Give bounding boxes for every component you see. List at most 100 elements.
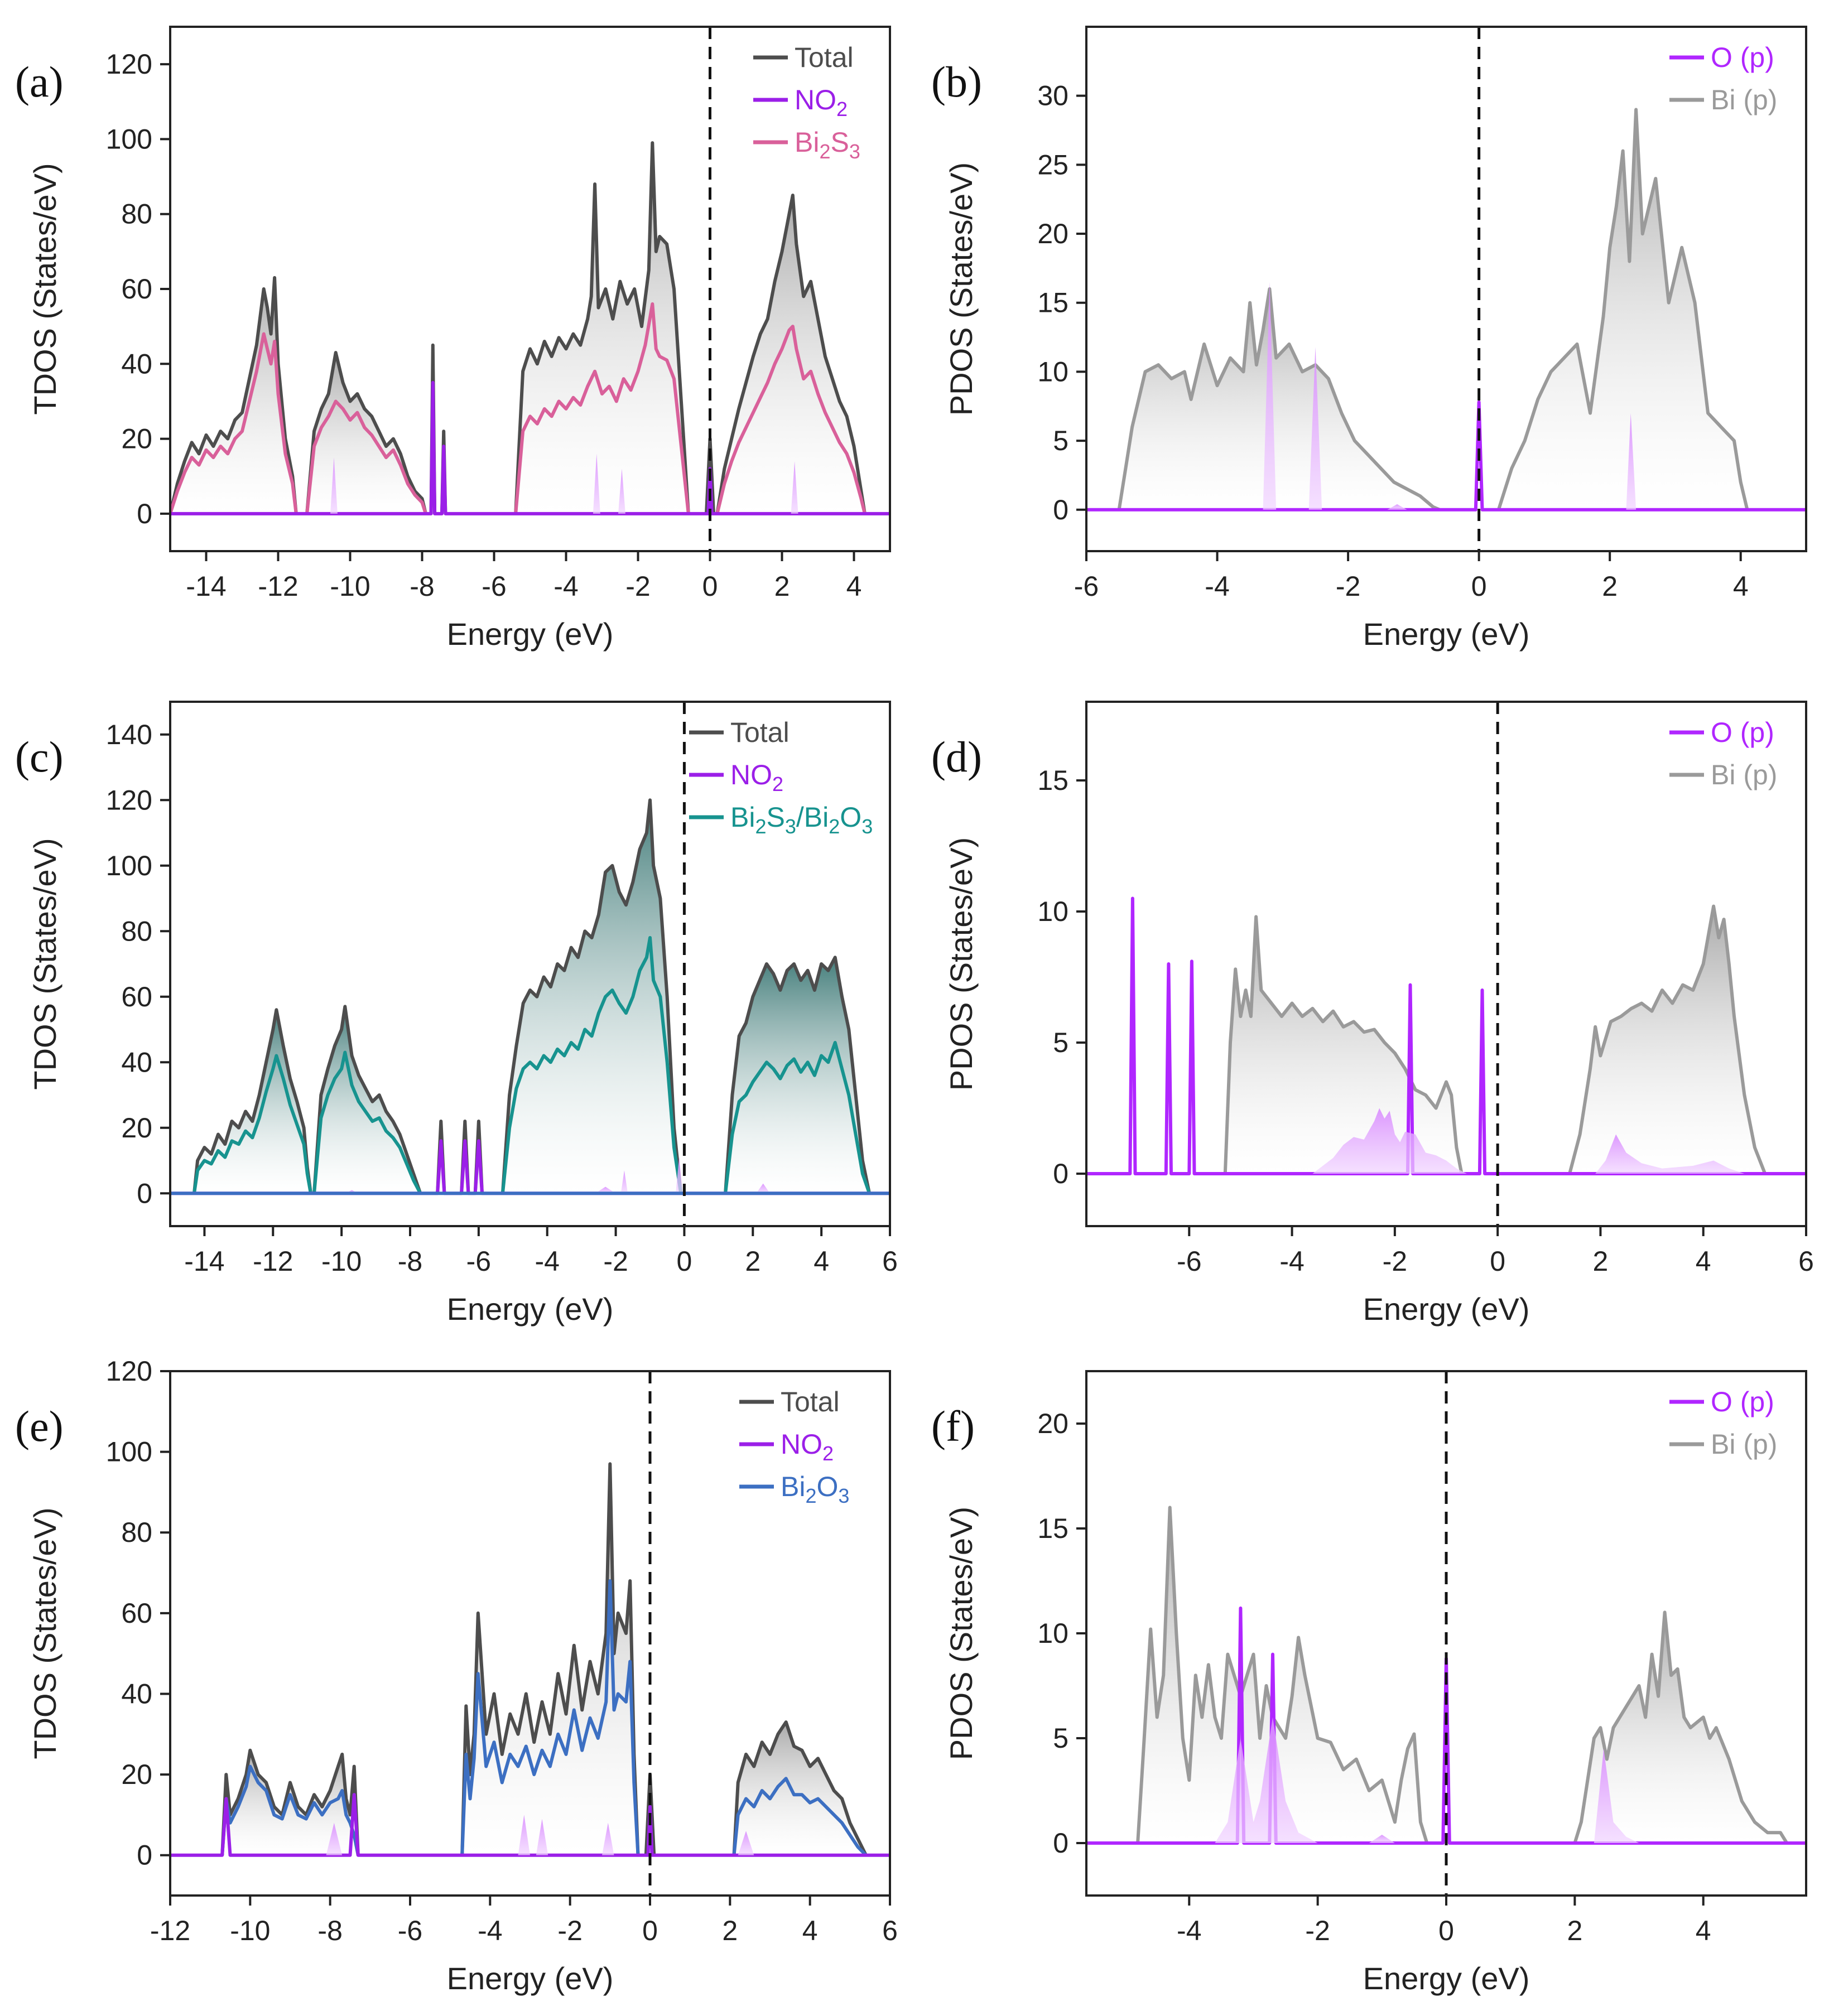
x-tick-label: -4 — [478, 1915, 502, 1946]
series-fill-total-6 — [717, 195, 865, 514]
series-line-total-0 — [170, 276, 298, 514]
x-tick-label: -4 — [1177, 1915, 1201, 1946]
legend-label: Total — [781, 1386, 840, 1417]
panel-label: (e) — [15, 1402, 64, 1450]
y-tick-label: 0 — [1053, 494, 1068, 525]
x-tick-label: -6 — [1177, 1246, 1201, 1277]
y-tick-label: 60 — [121, 1598, 152, 1629]
x-tick-label: 2 — [1602, 571, 1618, 602]
legend-label: NO2 — [795, 84, 848, 120]
series-fill-total-1 — [314, 1006, 421, 1194]
series-fill-total-6 — [725, 957, 870, 1194]
plot-frame — [1085, 701, 1807, 1227]
series-line-total-3 — [732, 1720, 868, 1856]
series-line-bi2s3-2 — [514, 302, 690, 514]
legend-label: O (p) — [1711, 42, 1774, 73]
series-fill-o-p-fill-3 — [1387, 504, 1407, 510]
x-tick-label: -12 — [150, 1915, 190, 1946]
y-tick-label: 15 — [1037, 1513, 1068, 1544]
y-tick-label: 20 — [121, 423, 152, 455]
series-line-bi-p--1 — [1573, 1610, 1788, 1844]
plot-area — [170, 141, 890, 515]
series-line-total-1 — [312, 1005, 422, 1194]
panel-c: -14 -12 -10 -8 -6 -4 -2 0 2 4 6020406080100120140E… — [15, 701, 898, 1327]
series-fill-total-1 — [307, 353, 426, 514]
series-line-no2-0 — [170, 380, 890, 515]
series-line-bi2s3-0 — [170, 332, 298, 514]
series-line-bi2s3-bi2o3-3 — [724, 1041, 871, 1194]
x-tick-label: 0 — [677, 1246, 692, 1277]
panel-label: (d) — [931, 732, 982, 781]
legend-label: Bi2S3/Bi2O3 — [730, 802, 873, 838]
series-line-bi2s3-3 — [715, 325, 867, 514]
y-axis-title: TDOS (States/eV) — [27, 1507, 62, 1759]
series-fill-o-p-fill-1 — [1595, 1134, 1745, 1174]
y-tick-label: 5 — [1053, 1027, 1068, 1058]
y-tick-label: 10 — [1037, 896, 1068, 927]
y-tick-label: 100 — [106, 123, 152, 155]
x-axis-title: Energy (eV) — [1363, 1291, 1530, 1327]
series-line-total-4 — [514, 141, 690, 514]
panel-label: (a) — [15, 57, 64, 106]
series-fill-no2-fill-2 — [618, 469, 625, 514]
series-line-total-1 — [305, 351, 427, 514]
series-fill-o-p-fill-1 — [1594, 1748, 1639, 1843]
series-line-total-6 — [715, 194, 867, 514]
series-line-total-0 — [220, 1748, 360, 1855]
panel-label: (c) — [15, 732, 64, 781]
plot-frame — [1085, 26, 1807, 552]
legend-label: Bi (p) — [1711, 759, 1777, 790]
series-fill-total-4 — [516, 143, 689, 514]
series-line-bi-p--0 — [1136, 1506, 1429, 1844]
series-fill-no2-fill-2 — [536, 1819, 548, 1855]
y-tick-label: 15 — [1037, 765, 1068, 796]
series-fill-total-1 — [462, 1464, 638, 1855]
x-tick-label: -2 — [603, 1246, 628, 1277]
x-tick-label: 2 — [722, 1915, 738, 1946]
series-line-total-0 — [192, 1008, 312, 1194]
x-tick-label: -8 — [317, 1915, 342, 1946]
series-line-total-1 — [460, 1462, 640, 1855]
series-line-no2-0 — [170, 1139, 890, 1195]
y-axis-title: TDOS (States/eV) — [27, 163, 62, 414]
x-tick-label: 4 — [802, 1915, 818, 1946]
y-tick-label: 80 — [121, 1517, 152, 1548]
legend-label: Total — [795, 42, 854, 73]
y-tick-label: 100 — [106, 850, 152, 881]
x-tick-label: -6 — [466, 1246, 491, 1277]
x-tick-label: 2 — [774, 571, 790, 602]
y-tick-label: 5 — [1053, 1723, 1068, 1754]
y-tick-label: 20 — [121, 1112, 152, 1144]
series-fill-no2-fill-3 — [791, 461, 798, 514]
x-tick-label: -14 — [186, 571, 226, 602]
y-tick-label: 60 — [121, 981, 152, 1012]
panel-f: -4 -2 0 2 4 0 5 10 15 20 Energy (eV) PDOS (States/e… — [931, 1370, 1807, 1996]
y-tick-label: 25 — [1037, 149, 1068, 180]
series-line-bi2o3-0 — [220, 1764, 360, 1856]
y-tick-label: 40 — [121, 348, 152, 379]
y-tick-label: 0 — [137, 498, 152, 529]
x-tick-label: 2 — [745, 1246, 761, 1277]
legend: O (p) Bi (p) — [1669, 1386, 1777, 1460]
x-tick-label: 6 — [882, 1246, 898, 1277]
x-tick-label: 0 — [702, 571, 718, 602]
series-fill-bi-p--0 — [1225, 917, 1462, 1174]
series-line-bi2s3-bi2o3-0 — [192, 1054, 312, 1194]
series-fill-total-3 — [734, 1722, 866, 1855]
y-tick-label: 5 — [1053, 425, 1068, 456]
x-tick-label: 0 — [1471, 571, 1487, 602]
x-tick-label: 2 — [1593, 1246, 1609, 1277]
x-axis-title: Energy (eV) — [1363, 1961, 1530, 1996]
x-tick-label: 4 — [1696, 1246, 1711, 1277]
x-tick-label: 4 — [1733, 571, 1749, 602]
x-tick-label: 2 — [1567, 1915, 1582, 1946]
x-tick-label: -4 — [1205, 571, 1229, 602]
x-axis-title: Energy (eV) — [447, 1291, 614, 1327]
y-tick-label: 120 — [106, 784, 152, 816]
series-fill-no2-fill-3 — [738, 1831, 754, 1855]
y-tick-label: 0 — [1053, 1158, 1068, 1189]
x-tick-label: -2 — [1383, 1246, 1407, 1277]
legend-label: O (p) — [1711, 1386, 1774, 1417]
legend-label: Total — [730, 717, 790, 748]
